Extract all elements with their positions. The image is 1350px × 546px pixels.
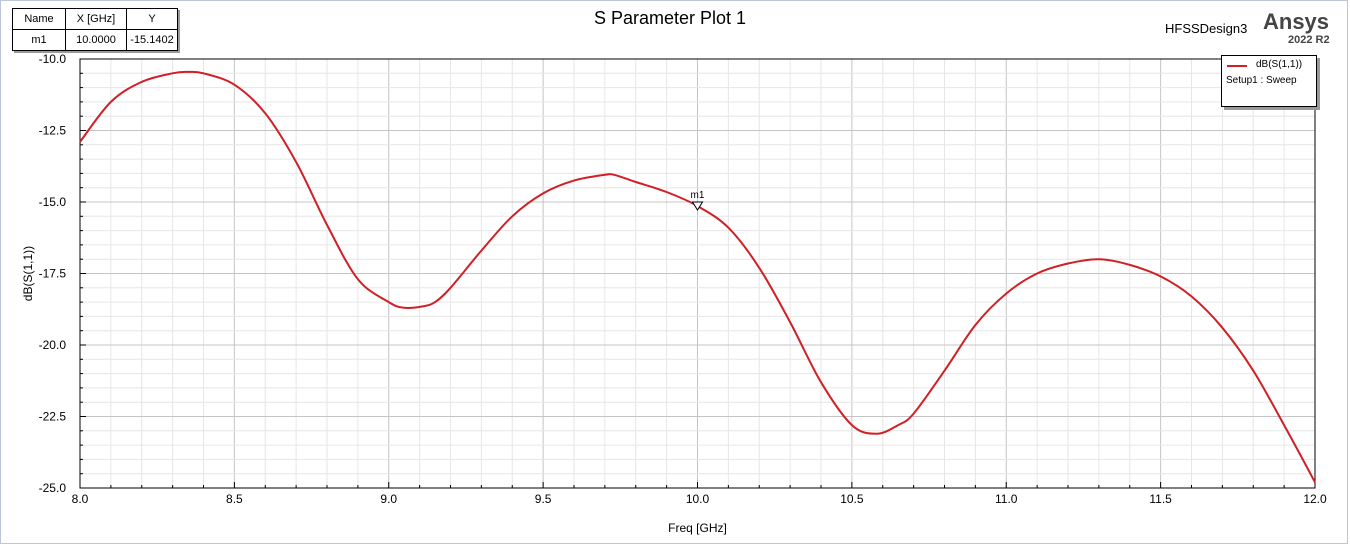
marker-table-row[interactable]: m1 10.0000 -15.1402	[12, 29, 178, 51]
marker-table[interactable]: Name X [GHz] Y m1 10.0000 -15.1402	[12, 8, 178, 51]
marker-header-name: Name	[12, 8, 66, 30]
y-axis-label: dB(S(1,1))	[21, 246, 35, 301]
series-line-s11[interactable]	[79, 70, 1316, 483]
y-tick-label: -15.0	[39, 195, 67, 209]
marker-header-y: Y	[126, 8, 178, 30]
y-tick-label: -25.0	[39, 481, 67, 495]
legend-series-label: dB(S(1,1))	[1256, 59, 1303, 70]
x-tick-label: 8.0	[72, 492, 89, 506]
chart-title: S Parameter Plot 1	[593, 8, 747, 28]
marker-layer: m1	[691, 190, 705, 211]
brand-logo: Ansys	[1263, 9, 1330, 34]
x-tick-label: 11.0	[995, 492, 1018, 506]
y-tick-label: -12.5	[39, 124, 67, 138]
version-label: 2022 R2	[1288, 34, 1330, 46]
marker-table-header: Name X [GHz] Y	[12, 8, 178, 30]
x-tick-label: 10.0	[686, 492, 710, 506]
y-tick-label: -17.5	[39, 267, 67, 281]
series-layer	[79, 70, 1316, 483]
grid-layer	[79, 58, 1316, 489]
x-axis-label: Freq [GHz]	[668, 521, 727, 535]
marker-cell-y: -15.1402	[126, 29, 178, 51]
design-name: HFSSDesign3	[1165, 21, 1248, 36]
y-tick-label: -22.5	[39, 410, 67, 424]
legend-swatch	[1227, 65, 1247, 67]
x-tick-label: 11.5	[1149, 492, 1172, 506]
legend[interactable]: dB(S(1,1)) Setup1 : Sweep	[1221, 55, 1317, 107]
marker-label: m1	[691, 190, 705, 201]
marker-triangle-icon[interactable]	[691, 201, 704, 211]
marker-cell-x: 10.0000	[65, 29, 127, 51]
x-tick-label: 9.5	[535, 492, 552, 506]
y-tick-label: -20.0	[39, 338, 67, 352]
x-tick-label: 12.0	[1303, 492, 1327, 506]
x-tick-label: 10.5	[840, 492, 864, 506]
legend-setup-label: Setup1 : Sweep	[1226, 75, 1297, 86]
marker-header-x: X [GHz]	[65, 8, 127, 30]
y-tick-label: -10.0	[39, 52, 67, 66]
x-tick-label: 8.5	[226, 492, 243, 506]
ticks-layer: 8.0 8.5 9.0 9.5 10.0 10.5 11.0 11.5 12.0 -10.0 -12…	[39, 52, 1327, 506]
marker-cell-name: m1	[12, 29, 66, 51]
x-tick-label: 9.0	[380, 492, 397, 506]
